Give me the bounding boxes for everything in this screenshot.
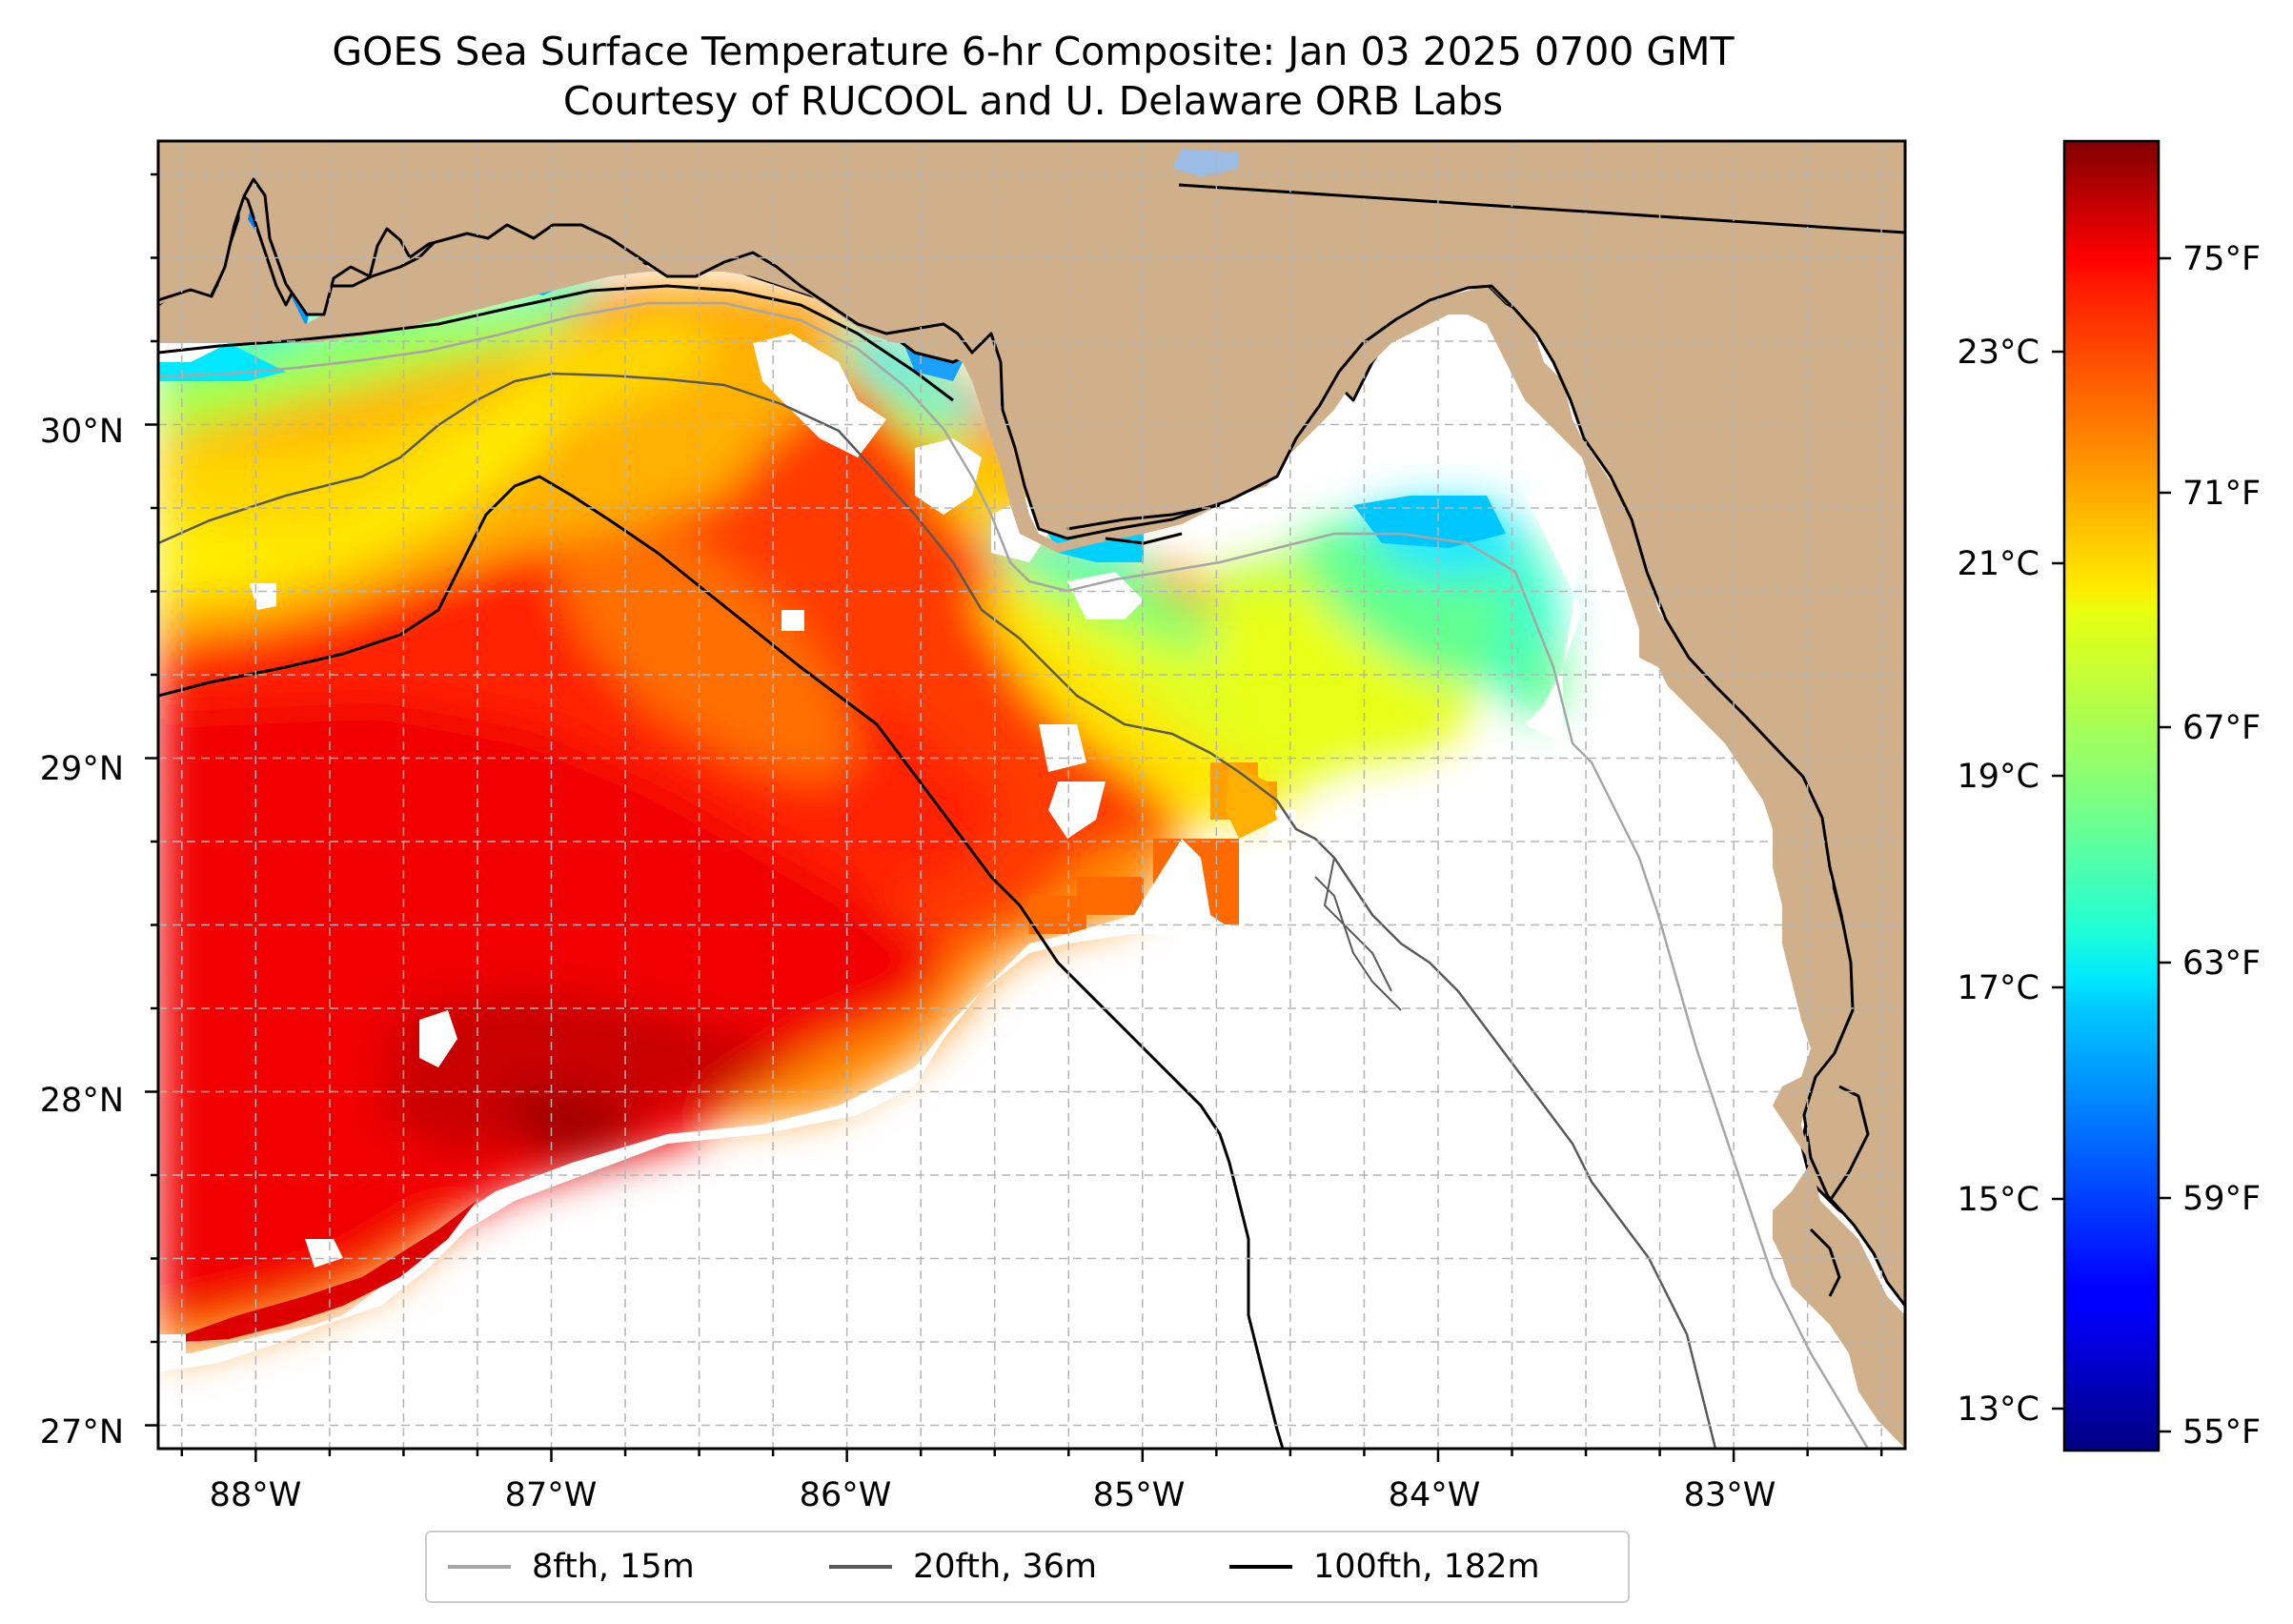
lon-label-86: 86°W — [800, 1476, 892, 1514]
lon-label-85: 85°W — [1093, 1476, 1186, 1514]
chart-subtitle: Courtesy of RUCOOL and U. Delaware ORB L… — [562, 78, 1504, 124]
cbar-c-17: 17°C — [1958, 969, 2039, 1007]
cbar-c-21: 21°C — [1958, 545, 2039, 583]
lon-label-84: 84°W — [1389, 1476, 1481, 1514]
legend-line-icon — [829, 1565, 892, 1569]
cbar-f-75: 75°F — [2182, 240, 2261, 278]
isobath-legend: 8fth, 15m 20fth, 36m 100fth, 182m — [425, 1531, 1630, 1603]
state-border — [1178, 183, 1905, 234]
cbar-c-13: 13°C — [1958, 1391, 2039, 1429]
longitude-axis: 88°W 87°W 86°W 85°W 84°W 83°W — [210, 1476, 1776, 1514]
legend-line-icon — [448, 1565, 511, 1569]
cbar-f-67: 67°F — [2182, 709, 2261, 747]
latitude-axis: 27°N 28°N 29°N 30°N — [40, 413, 124, 1451]
coastline — [158, 177, 1905, 1307]
cbar-f-59: 59°F — [2182, 1180, 2261, 1218]
lat-label-27: 27°N — [40, 1413, 124, 1451]
colorbar: 13°C 15°C 17°C 19°C 21°C 23°C 55°F 59°F … — [1958, 139, 2261, 1452]
lon-label-83: 83°W — [1684, 1476, 1776, 1514]
legend-label: 100fth, 182m — [1313, 1548, 1540, 1586]
legend-line-icon — [1229, 1565, 1292, 1569]
graticule — [158, 141, 1905, 1449]
isobaths — [158, 301, 1870, 1449]
sst-field — [158, 191, 1582, 1372]
colorbar-ticks — [2052, 256, 2171, 1433]
map-frame — [156, 139, 1907, 1451]
cbar-f-63: 63°F — [2182, 944, 2261, 983]
cbar-f-71: 71°F — [2182, 475, 2261, 513]
cbar-c-15: 15°C — [1958, 1181, 2039, 1219]
legend-entry-20fth: 20fth, 36m — [829, 1533, 1097, 1601]
axis-ticks — [145, 173, 1883, 1462]
lat-label-30: 30°N — [40, 413, 124, 451]
lat-label-29: 29°N — [40, 750, 124, 788]
lon-label-88: 88°W — [210, 1476, 302, 1514]
chart-title: GOES Sea Surface Temperature 6-hr Compos… — [332, 29, 1735, 74]
colorbar-gradient — [2062, 139, 2161, 1452]
legend-label: 8fth, 15m — [532, 1548, 695, 1586]
lon-label-87: 87°W — [505, 1476, 598, 1514]
legend-entry-100fth: 100fth, 182m — [1229, 1533, 1540, 1601]
lat-label-28: 28°N — [40, 1082, 124, 1120]
legend-label: 20fth, 36m — [913, 1548, 1098, 1586]
cbar-f-55: 55°F — [2182, 1413, 2261, 1451]
lake — [1172, 149, 1239, 177]
legend-entry-8fth: 8fth, 15m — [448, 1533, 695, 1601]
cbar-c-19: 19°C — [1958, 758, 2039, 796]
cbar-c-23: 23°C — [1958, 334, 2039, 372]
